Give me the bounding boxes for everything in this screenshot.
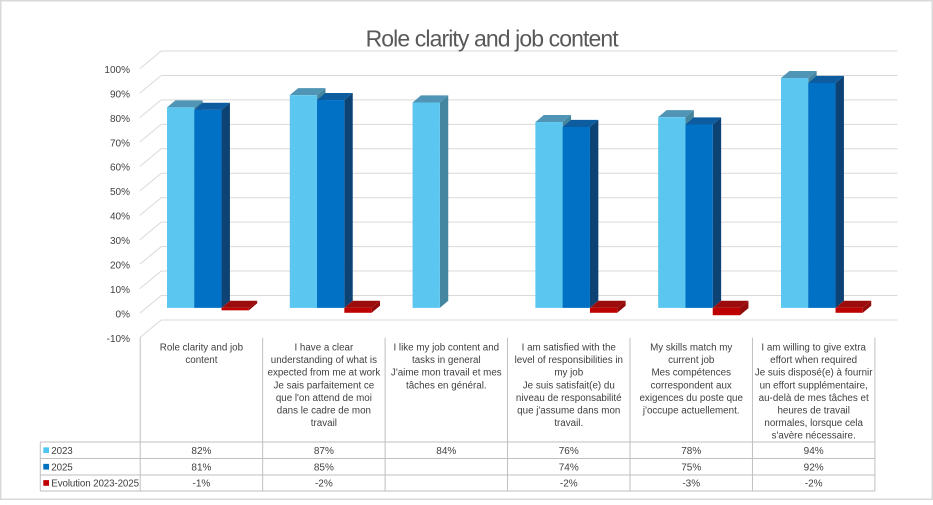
svg-text:80%: 80% bbox=[110, 114, 130, 125]
svg-text:-10%: -10% bbox=[107, 334, 130, 345]
svg-text:au-delà de mes tâches et: au-delà de mes tâches et bbox=[759, 393, 869, 404]
svg-text:-1%: -1% bbox=[193, 479, 211, 490]
svg-text:que j'assume dans mon: que j'assume dans mon bbox=[517, 406, 620, 417]
svg-text:-2%: -2% bbox=[560, 479, 578, 490]
svg-text:level of responsibilities in: level of responsibilities in bbox=[515, 355, 623, 366]
svg-text:Je suis satisfait(e) du: Je suis satisfait(e) du bbox=[523, 380, 615, 391]
svg-text:travail.: travail. bbox=[554, 418, 583, 429]
svg-text:content: content bbox=[185, 355, 217, 366]
svg-text:Je sais parfaitement ce: Je sais parfaitement ce bbox=[274, 380, 375, 391]
svg-text:75%: 75% bbox=[681, 462, 701, 473]
svg-text:20%: 20% bbox=[110, 261, 130, 272]
svg-text:78%: 78% bbox=[681, 446, 701, 457]
svg-text:tâches en général.: tâches en général. bbox=[406, 380, 487, 391]
svg-text:60%: 60% bbox=[110, 163, 130, 174]
svg-text:understanding of what is: understanding of what is bbox=[271, 355, 377, 366]
svg-text:I am satisfied with the: I am satisfied with the bbox=[522, 343, 617, 354]
svg-text:76%: 76% bbox=[559, 446, 579, 457]
svg-text:70%: 70% bbox=[110, 138, 130, 149]
svg-text:my job: my job bbox=[554, 368, 583, 379]
svg-text:I have a clear: I have a clear bbox=[294, 343, 354, 354]
svg-text:tasks in general: tasks in general bbox=[412, 355, 481, 366]
svg-text:current job: current job bbox=[668, 355, 715, 366]
svg-text:correspondent aux: correspondent aux bbox=[651, 380, 732, 391]
svg-text:My skills match my: My skills match my bbox=[650, 343, 732, 354]
svg-text:I am willing to give extra: I am willing to give extra bbox=[761, 343, 866, 354]
svg-text:30%: 30% bbox=[110, 236, 130, 247]
svg-text:que l'on attend de moi: que l'on attend de moi bbox=[276, 393, 372, 404]
svg-text:94%: 94% bbox=[804, 446, 824, 457]
svg-text:dans le cadre de mon: dans le cadre de mon bbox=[277, 406, 371, 417]
svg-text:0%: 0% bbox=[116, 309, 131, 320]
svg-text:-2%: -2% bbox=[315, 479, 333, 490]
svg-text:effort when required: effort when required bbox=[770, 355, 857, 366]
svg-text:50%: 50% bbox=[110, 187, 130, 198]
svg-text:Je suis disposé(e) à fournir: Je suis disposé(e) à fournir bbox=[755, 368, 873, 379]
svg-text:Role clarity and job content: Role clarity and job content bbox=[366, 25, 620, 51]
svg-text:-2%: -2% bbox=[805, 479, 823, 490]
svg-text:I like my job content and: I like my job content and bbox=[393, 343, 499, 354]
svg-text:heures de travail: heures de travail bbox=[777, 406, 849, 417]
svg-text:74%: 74% bbox=[559, 462, 579, 473]
svg-text:92%: 92% bbox=[804, 462, 824, 473]
svg-text:100%: 100% bbox=[104, 65, 130, 76]
svg-text:s'avère nécessaire.: s'avère nécessaire. bbox=[772, 431, 856, 442]
svg-text:normales, lorsque cela: normales, lorsque cela bbox=[764, 418, 863, 429]
svg-text:expected from me at work: expected from me at work bbox=[268, 368, 381, 379]
svg-text:10%: 10% bbox=[110, 285, 130, 296]
svg-text:82%: 82% bbox=[191, 446, 211, 457]
svg-text:Evolution 2023-2025: Evolution 2023-2025 bbox=[51, 479, 139, 490]
svg-text:85%: 85% bbox=[314, 462, 334, 473]
svg-text:un effort supplémentaire,: un effort supplémentaire, bbox=[760, 380, 868, 391]
svg-text:Mes compétences: Mes compétences bbox=[651, 368, 731, 379]
svg-text:2025: 2025 bbox=[51, 462, 73, 473]
svg-text:niveau de responsabilité: niveau de responsabilité bbox=[516, 393, 622, 404]
svg-text:90%: 90% bbox=[110, 89, 130, 100]
svg-text:J'aime mon travail et mes: J'aime mon travail et mes bbox=[391, 368, 502, 379]
svg-text:travail: travail bbox=[311, 418, 337, 429]
svg-text:81%: 81% bbox=[191, 462, 211, 473]
svg-text:Role clarity and job: Role clarity and job bbox=[160, 343, 244, 354]
svg-text:84%: 84% bbox=[436, 446, 456, 457]
svg-text:40%: 40% bbox=[110, 212, 130, 223]
svg-text:exigences du poste que: exigences du poste que bbox=[639, 393, 743, 404]
svg-text:-3%: -3% bbox=[682, 479, 700, 490]
svg-text:87%: 87% bbox=[314, 446, 334, 457]
svg-text:2023: 2023 bbox=[51, 446, 73, 457]
svg-text:j'occupe actuellement.: j'occupe actuellement. bbox=[642, 406, 740, 417]
